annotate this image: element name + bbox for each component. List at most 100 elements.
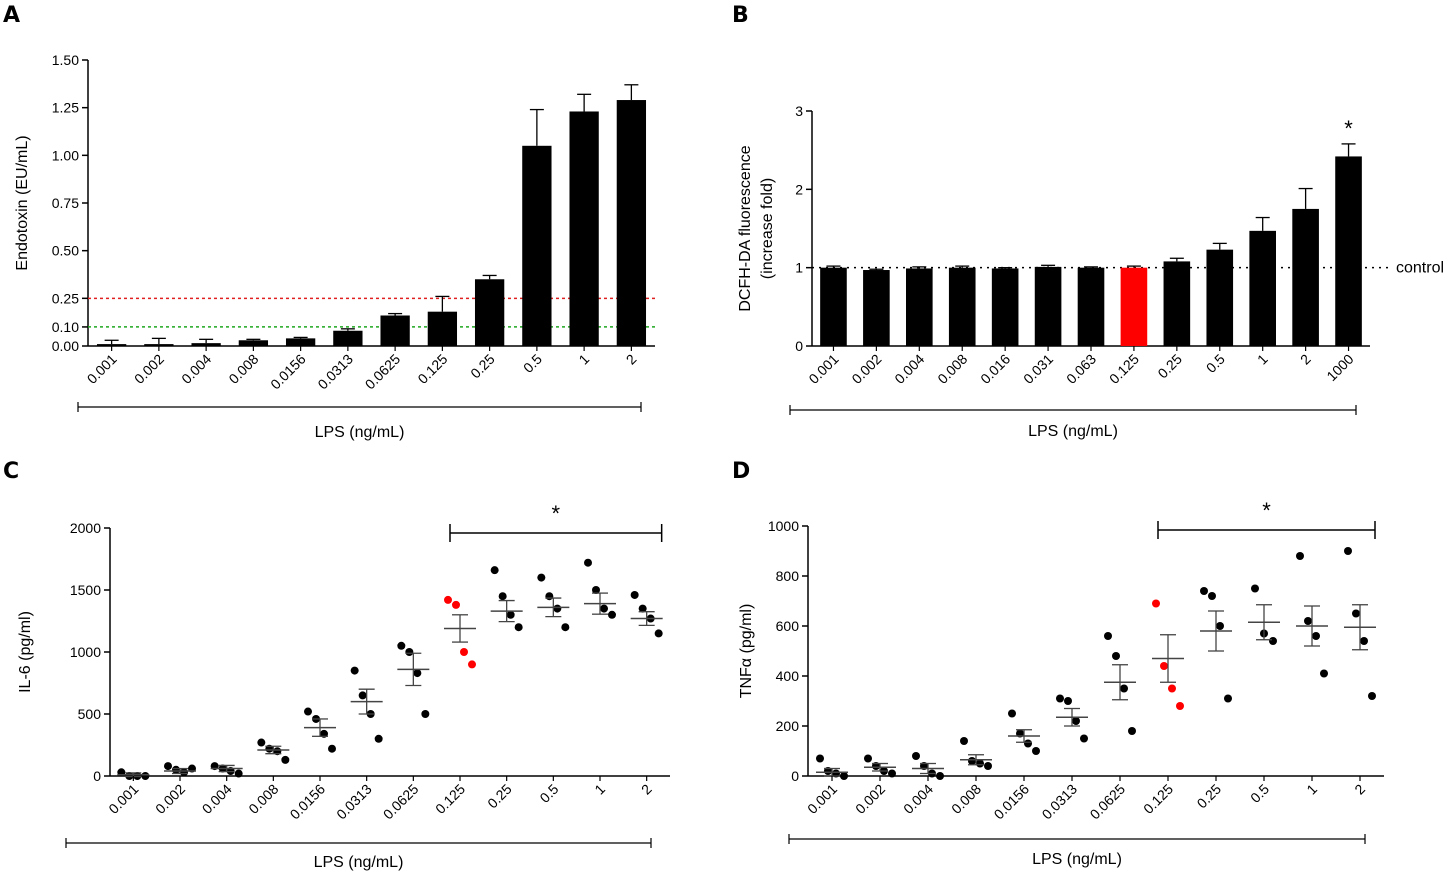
significance-star: * bbox=[552, 501, 561, 526]
x-tick-label: 0.25 bbox=[1154, 351, 1185, 382]
bar bbox=[238, 340, 269, 346]
data-point bbox=[460, 648, 468, 656]
bar bbox=[1034, 266, 1062, 346]
y-axis-label: IL-6 (pg/ml) bbox=[17, 611, 34, 693]
x-tick-label: 0.125 bbox=[1140, 781, 1176, 817]
data-point bbox=[514, 623, 523, 632]
bar bbox=[427, 311, 458, 346]
bar bbox=[948, 267, 976, 346]
bar bbox=[906, 268, 933, 346]
data-point bbox=[840, 772, 848, 780]
y-tick-label: 400 bbox=[776, 668, 800, 684]
data-point bbox=[141, 772, 150, 780]
data-point bbox=[498, 592, 507, 601]
data-point bbox=[1176, 702, 1184, 710]
data-point bbox=[1200, 587, 1208, 595]
y-tick-label: 0.00 bbox=[52, 338, 79, 354]
x-tick-label: 0.008 bbox=[948, 781, 984, 817]
y-tick-label: 1.25 bbox=[52, 100, 79, 116]
data-point bbox=[1296, 552, 1304, 560]
x-tick-label: 0.063 bbox=[1063, 351, 1099, 387]
bar bbox=[96, 344, 127, 346]
y-tick-label: 1.00 bbox=[52, 147, 79, 163]
data-point bbox=[1104, 632, 1112, 640]
x-tick-label: 2 bbox=[1351, 781, 1368, 798]
data-point bbox=[592, 586, 600, 594]
x-tick-label: 0.002 bbox=[152, 781, 188, 817]
data-point bbox=[1064, 697, 1072, 705]
x-tick-label: 0.016 bbox=[977, 351, 1013, 387]
data-point bbox=[654, 629, 663, 638]
data-point bbox=[490, 566, 499, 575]
data-point bbox=[1344, 547, 1352, 555]
y-tick-label: 0 bbox=[791, 768, 799, 784]
bar bbox=[569, 111, 599, 346]
x-tick-label: 0.001 bbox=[805, 351, 841, 387]
bar bbox=[191, 343, 221, 346]
y-tick-label: 500 bbox=[78, 706, 102, 722]
data-point bbox=[1352, 609, 1360, 618]
chart-panel-d: 0 200 400 600 800 1000 LPS (ng/mL) TNFα (pg/ml)… bbox=[738, 498, 1384, 868]
data-point bbox=[1152, 599, 1160, 608]
data-point bbox=[968, 757, 976, 765]
chart-panel-a: 0.00 0.10 0.25 0.50 0.75 1.00 1.25 1.50 LPS (ng/… bbox=[14, 52, 655, 441]
control-label: control bbox=[1396, 260, 1444, 277]
x-axis-label: LPS (ng/mL) bbox=[314, 854, 404, 871]
data-point bbox=[328, 744, 336, 753]
x-tick-label: 0.002 bbox=[848, 351, 884, 387]
x-tick-label: 0.001 bbox=[84, 351, 120, 387]
bar bbox=[1249, 230, 1276, 346]
data-point bbox=[936, 772, 944, 780]
y-tick-label: 0.10 bbox=[52, 319, 79, 335]
x-axis-label: LPS (ng/mL) bbox=[1032, 851, 1122, 868]
x-tick-label: 0.5 bbox=[1203, 351, 1228, 376]
data-point bbox=[545, 592, 554, 601]
data-point bbox=[553, 604, 562, 613]
x-tick-label: 0.25 bbox=[484, 781, 515, 812]
y-axis-label: DCFH-DA fluorescence bbox=[737, 145, 754, 311]
bar bbox=[1120, 267, 1148, 346]
data-point bbox=[561, 623, 570, 632]
bar bbox=[144, 344, 174, 346]
data-point bbox=[960, 737, 968, 745]
data-point bbox=[468, 660, 476, 669]
x-tick-label: 0.25 bbox=[467, 351, 498, 382]
bar bbox=[1163, 261, 1191, 346]
data-point bbox=[630, 590, 639, 599]
y-tick-label: 800 bbox=[776, 568, 800, 584]
x-tick-label: 0.0156 bbox=[991, 781, 1033, 823]
x-tick-label: 0.0625 bbox=[380, 781, 422, 823]
panel-letter-d: D bbox=[732, 459, 750, 484]
data-point bbox=[888, 769, 896, 778]
x-tick-label: 0.002 bbox=[852, 781, 888, 817]
x-tick-label: 1 bbox=[1254, 351, 1271, 368]
y-tick-label: 0.75 bbox=[52, 195, 79, 211]
x-axis-label: LPS (ng/mL) bbox=[1028, 423, 1118, 440]
x-tick-label: 0.002 bbox=[131, 351, 167, 387]
data-point bbox=[1024, 739, 1032, 748]
data-point bbox=[257, 738, 266, 747]
data-point bbox=[537, 573, 546, 582]
x-tick-label: 0.008 bbox=[225, 351, 261, 387]
data-point bbox=[234, 769, 243, 778]
x-tick-label: 0.004 bbox=[900, 781, 936, 817]
chart-panel-c: 0 500 1000 1500 2000 LPS (ng/mL) IL-6 (pg/ml) *… bbox=[17, 501, 670, 871]
bar bbox=[333, 330, 363, 346]
bar bbox=[380, 315, 410, 346]
y-tick-label: 1.50 bbox=[52, 52, 79, 68]
y-axis-label-line2: (increase fold) bbox=[759, 178, 776, 279]
x-tick-label: 1000 bbox=[1323, 351, 1356, 384]
y-tick-label: 1000 bbox=[768, 518, 799, 534]
x-tick-label: 0.004 bbox=[178, 351, 214, 387]
x-tick-label: 0.0156 bbox=[267, 351, 309, 393]
x-tick-label: 0.125 bbox=[432, 781, 468, 817]
data-point bbox=[1032, 747, 1040, 755]
x-tick-label: 0.0156 bbox=[287, 781, 329, 823]
x-tick-label: 0.125 bbox=[414, 351, 450, 387]
x-axis-label: LPS (ng/mL) bbox=[315, 424, 405, 441]
bar bbox=[1335, 156, 1362, 346]
bar bbox=[1077, 267, 1105, 346]
data-point bbox=[397, 641, 406, 650]
data-point bbox=[1160, 662, 1168, 670]
x-tick-label: 1 bbox=[591, 781, 608, 798]
